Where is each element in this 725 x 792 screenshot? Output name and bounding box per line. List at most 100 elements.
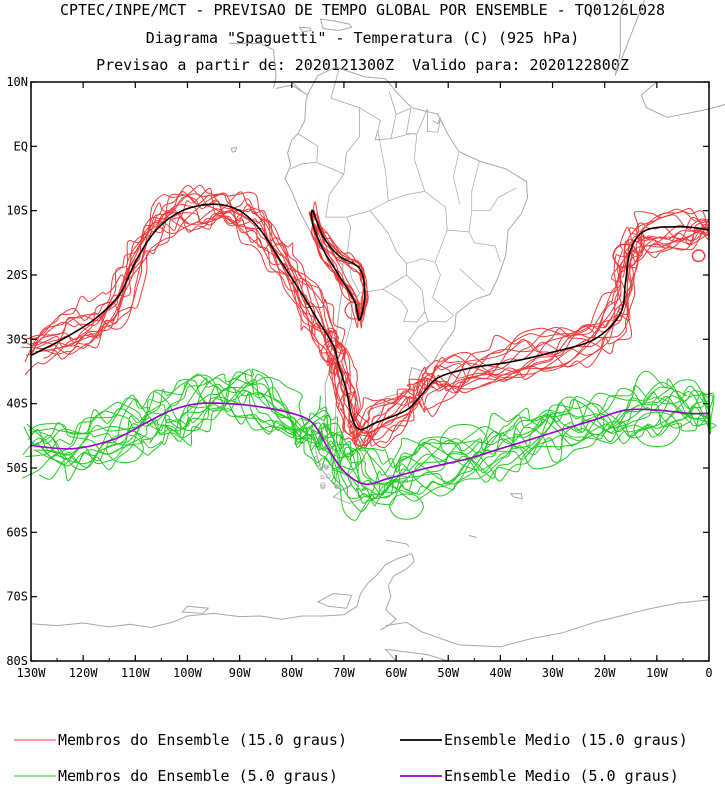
state-border xyxy=(369,191,425,212)
member-5-line xyxy=(26,379,712,507)
member-5-line xyxy=(27,382,717,504)
state-border xyxy=(459,268,485,292)
country-border xyxy=(382,274,426,323)
country-border xyxy=(406,108,428,135)
x-tick-label: 20W xyxy=(594,666,616,680)
island-mark xyxy=(320,484,326,490)
y-tick-label: EQ xyxy=(14,139,28,153)
member-5-line xyxy=(40,374,714,495)
x-tick-label: 60W xyxy=(385,666,407,680)
coastline-segment xyxy=(432,117,441,125)
ensemble-members xyxy=(21,184,717,521)
country-border xyxy=(408,311,431,365)
y-tick-label: 10S xyxy=(6,204,28,218)
country-border xyxy=(359,91,397,141)
country-border xyxy=(290,162,317,170)
member-15-line xyxy=(34,212,710,434)
coastline-segment xyxy=(509,493,523,500)
x-tick-label: 90W xyxy=(229,666,251,680)
coastline-segment xyxy=(229,42,277,89)
island-mark xyxy=(314,455,318,460)
member-5-loop xyxy=(389,493,424,520)
legend-label: Ensemble Medio (5.0 graus) xyxy=(444,767,679,785)
y-tick-label: 20S xyxy=(6,268,28,282)
member-15-line xyxy=(38,191,710,436)
island-mark xyxy=(323,464,328,469)
country-border xyxy=(346,210,407,294)
x-tick-label: 100W xyxy=(173,666,203,680)
x-tick-label: 70W xyxy=(333,666,355,680)
state-border xyxy=(453,152,461,205)
state-border xyxy=(468,231,501,263)
legend: Membros do Ensemble (15.0 graus) Ensemble… xyxy=(14,731,688,785)
y-tick-label: 50S xyxy=(6,461,28,475)
legend-label: Ensemble Medio (15.0 graus) xyxy=(444,731,688,749)
member-5-loop xyxy=(439,423,489,461)
state-border xyxy=(377,130,389,202)
country-border xyxy=(390,133,417,139)
country-border xyxy=(395,108,411,115)
coastline-map xyxy=(30,0,725,662)
series-line-mean-15 xyxy=(30,203,710,431)
chart-title: Diagrama "Spaguetti" - Temperatura (C) (… xyxy=(145,29,580,47)
member-15-andes-line xyxy=(308,211,368,323)
member-15-line xyxy=(25,203,710,450)
x-tick-label: 110W xyxy=(121,666,151,680)
coastline-segment xyxy=(298,26,312,33)
coastline-segment xyxy=(30,553,412,629)
x-tick-label: 10W xyxy=(646,666,668,680)
coastline-segment xyxy=(316,592,353,609)
state-border xyxy=(413,134,473,233)
state-border xyxy=(427,297,454,323)
coastline-segment xyxy=(385,599,710,648)
island-mark xyxy=(333,483,338,488)
legend-label: Membros do Ensemble (5.0 graus) xyxy=(58,767,338,785)
coastline-segment xyxy=(640,81,725,118)
member-15-line xyxy=(42,194,710,449)
member-15-line xyxy=(26,184,710,430)
coastline-segment xyxy=(380,553,415,631)
country-border xyxy=(427,109,441,133)
legend-label: Membros do Ensemble (15.0 graus) xyxy=(58,731,347,749)
x-tick-label: 30W xyxy=(542,666,564,680)
member-15-line xyxy=(24,184,710,444)
member-15-line xyxy=(32,193,710,441)
state-border xyxy=(406,258,436,264)
member-5-line xyxy=(35,373,710,512)
y-tick-label: 70S xyxy=(6,590,28,604)
state-border xyxy=(432,229,448,298)
y-tick-label: 80S xyxy=(6,654,28,668)
y-tick-label: 40S xyxy=(6,397,28,411)
member-15-line xyxy=(21,187,710,447)
member-15-loop xyxy=(692,249,706,262)
coastline-segment xyxy=(384,648,449,662)
member-15-line xyxy=(31,198,710,440)
country-border xyxy=(297,70,360,175)
chart-validity-line: Previsao a partir de: 2020121300Z Valido… xyxy=(96,56,629,74)
state-border xyxy=(471,161,517,212)
island-mark xyxy=(325,473,331,479)
x-tick-label: 0 xyxy=(705,666,712,680)
member-5-loop xyxy=(633,411,681,448)
x-tick-label: 50W xyxy=(437,666,459,680)
member-15-loop xyxy=(320,340,347,364)
coastline-segment xyxy=(230,147,238,153)
x-tick-label: 80W xyxy=(281,666,303,680)
member-5-line xyxy=(30,373,710,491)
coastline-segment xyxy=(614,0,646,76)
plot-frame xyxy=(30,81,710,662)
coastline-segment xyxy=(319,18,353,32)
member-5-loop xyxy=(105,434,144,464)
island-mark xyxy=(320,475,325,480)
coastline-segment xyxy=(385,539,410,547)
coastline-segment xyxy=(468,535,478,538)
ensemble-means xyxy=(30,203,710,486)
series-line-mean-15 xyxy=(310,209,366,321)
y-tick-label: 60S xyxy=(6,525,28,539)
island-mark xyxy=(320,482,326,488)
y-tick-label: 30S xyxy=(6,332,28,346)
x-tick-label: 120W xyxy=(69,666,99,680)
coastline-segment xyxy=(181,605,210,614)
member-15-line xyxy=(29,196,710,442)
